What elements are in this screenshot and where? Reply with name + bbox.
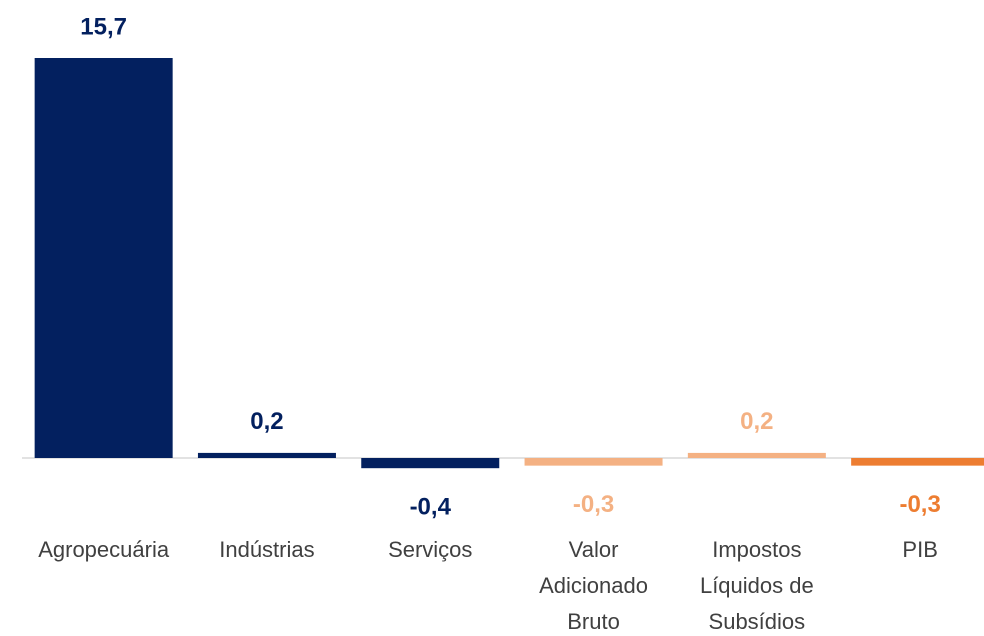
value-label: 15,7: [80, 13, 127, 40]
category-label: Impostos Líquidos de Subsídios: [699, 537, 814, 634]
bar: [361, 458, 500, 469]
value-label: 0,2: [740, 408, 773, 435]
category-label: Serviços: [388, 537, 473, 562]
category-label: Agropecuária: [38, 537, 170, 562]
bar: [851, 458, 984, 466]
category-label: PIB: [902, 537, 938, 562]
bar: [197, 452, 336, 458]
value-label: -0,4: [410, 494, 452, 521]
value-label: -0,3: [899, 491, 940, 518]
bar: [34, 58, 173, 458]
value-label: 0,2: [250, 408, 283, 435]
bar: [687, 452, 826, 458]
value-label: -0,3: [573, 491, 614, 518]
category-label: Indústrias: [219, 537, 315, 562]
category-label: Valor Adicionado Bruto: [539, 537, 648, 634]
bar: [524, 458, 663, 466]
